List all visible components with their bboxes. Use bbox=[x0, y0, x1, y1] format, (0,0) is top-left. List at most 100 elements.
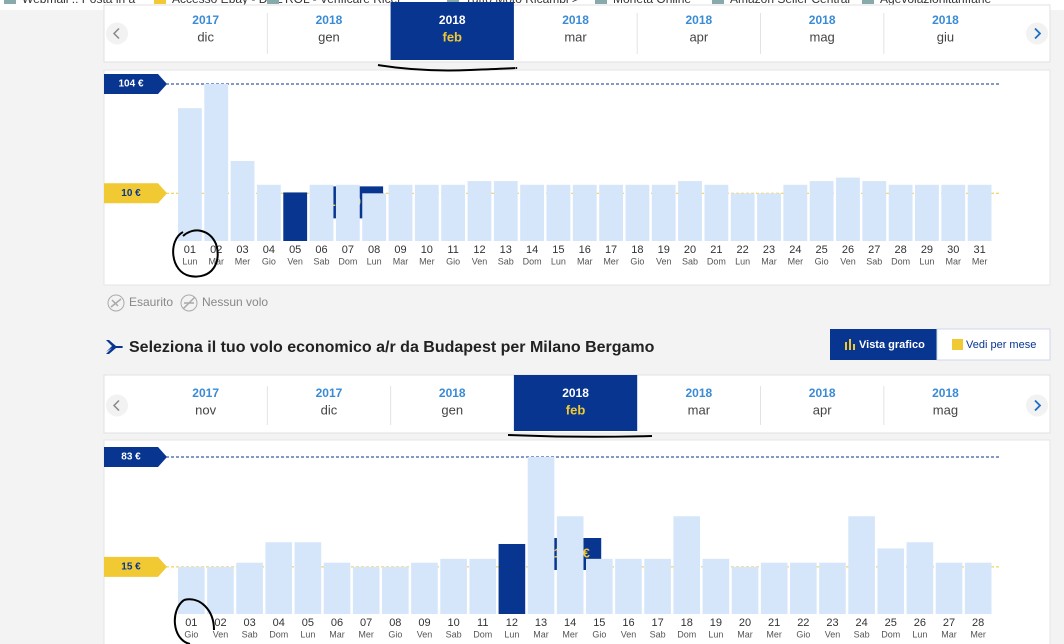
bar[interactable] bbox=[915, 184, 939, 241]
month-year[interactable]: 2017 bbox=[192, 13, 219, 27]
bar[interactable] bbox=[967, 184, 992, 241]
bar[interactable] bbox=[469, 558, 497, 614]
bar[interactable] bbox=[546, 184, 571, 241]
bar[interactable] bbox=[783, 184, 808, 241]
month-year[interactable]: 2018 bbox=[809, 13, 836, 27]
bar[interactable] bbox=[862, 181, 887, 241]
month-selected[interactable] bbox=[390, 2, 514, 60]
bookmark[interactable]: Webmail :: Posta in a bbox=[22, 0, 135, 6]
month-name[interactable]: dic bbox=[197, 29, 214, 44]
month-name[interactable]: apr bbox=[813, 402, 832, 417]
month-year[interactable]: 2017 bbox=[316, 386, 343, 400]
next-arrow[interactable] bbox=[1026, 22, 1048, 45]
bar[interactable] bbox=[731, 566, 759, 614]
bar[interactable] bbox=[941, 184, 966, 241]
month-year[interactable]: 2018 bbox=[562, 13, 589, 27]
bar[interactable] bbox=[388, 184, 413, 241]
bar[interactable] bbox=[498, 543, 526, 614]
bookmark[interactable]: Agevolazionitariffarie bbox=[880, 0, 992, 6]
bar[interactable] bbox=[382, 566, 409, 614]
bar[interactable] bbox=[651, 184, 676, 241]
month-name[interactable]: gen bbox=[318, 29, 340, 44]
bar[interactable] bbox=[256, 184, 281, 241]
bar[interactable] bbox=[323, 562, 351, 614]
month-name[interactable]: feb bbox=[566, 402, 586, 417]
bar[interactable] bbox=[414, 184, 439, 241]
bar[interactable] bbox=[335, 184, 360, 241]
bar[interactable] bbox=[625, 184, 650, 241]
button-label[interactable]: Vista grafico bbox=[859, 339, 925, 351]
bar[interactable] bbox=[178, 566, 205, 614]
bar[interactable] bbox=[230, 160, 255, 241]
month-name[interactable]: mag bbox=[810, 29, 835, 44]
bar[interactable] bbox=[178, 108, 202, 241]
bar[interactable] bbox=[730, 193, 755, 241]
bar[interactable] bbox=[362, 193, 387, 241]
bar[interactable] bbox=[520, 184, 545, 241]
bar[interactable] bbox=[440, 558, 467, 614]
bar[interactable] bbox=[673, 516, 701, 614]
month-name[interactable]: nov bbox=[195, 402, 216, 417]
bar[interactable] bbox=[836, 177, 860, 241]
chart-view-button[interactable] bbox=[830, 329, 937, 360]
bar[interactable] bbox=[352, 566, 380, 614]
month-year[interactable]: 2018 bbox=[932, 13, 959, 27]
bar[interactable] bbox=[527, 457, 555, 614]
bar[interactable] bbox=[265, 542, 293, 614]
bar[interactable] bbox=[819, 562, 846, 614]
month-year[interactable]: 2018 bbox=[316, 13, 343, 27]
bar[interactable] bbox=[204, 84, 229, 241]
bar[interactable] bbox=[493, 181, 518, 241]
prev-arrow[interactable] bbox=[106, 22, 128, 45]
bar[interactable] bbox=[207, 566, 234, 614]
bookmark[interactable]: ROL - Verificare Ricer bbox=[285, 0, 401, 6]
next-arrow[interactable] bbox=[1026, 394, 1048, 417]
bar[interactable] bbox=[702, 558, 730, 614]
bar[interactable] bbox=[678, 181, 702, 241]
bookmark[interactable]: Tutto Moto Ricambi > bbox=[465, 0, 579, 6]
month-selected[interactable] bbox=[513, 375, 638, 431]
month-name[interactable]: giu bbox=[937, 29, 954, 44]
month-year[interactable]: 2018 bbox=[562, 386, 589, 400]
bar[interactable] bbox=[309, 184, 334, 241]
bar[interactable] bbox=[441, 184, 466, 241]
bar[interactable] bbox=[294, 542, 322, 614]
bar[interactable] bbox=[935, 562, 963, 614]
bar[interactable] bbox=[556, 516, 584, 614]
bookmark[interactable]: Accesso Ebay - DHL bbox=[172, 0, 283, 6]
month-year[interactable]: 2018 bbox=[932, 386, 959, 400]
bar[interactable] bbox=[888, 184, 913, 241]
bar[interactable] bbox=[411, 562, 438, 614]
month-year[interactable]: 2018 bbox=[685, 13, 712, 27]
bar[interactable] bbox=[467, 181, 492, 241]
month-name[interactable]: dic bbox=[321, 402, 338, 417]
bar[interactable] bbox=[644, 558, 671, 614]
month-year[interactable]: 2018 bbox=[809, 386, 836, 400]
bar[interactable] bbox=[236, 562, 263, 614]
bar[interactable] bbox=[877, 548, 905, 614]
month-name[interactable]: feb bbox=[443, 29, 463, 44]
month-year[interactable]: 2018 bbox=[439, 386, 466, 400]
bar[interactable] bbox=[599, 184, 623, 241]
bar[interactable] bbox=[848, 516, 875, 614]
button-label[interactable]: Vedi per mese bbox=[966, 339, 1036, 351]
bookmark[interactable]: Moneta Online bbox=[613, 0, 691, 6]
bar[interactable] bbox=[757, 193, 781, 241]
bar[interactable] bbox=[906, 542, 934, 614]
bar[interactable] bbox=[964, 562, 992, 614]
month-year[interactable]: 2018 bbox=[439, 13, 466, 27]
bar[interactable] bbox=[760, 562, 788, 614]
prev-arrow[interactable] bbox=[106, 394, 128, 417]
bar[interactable] bbox=[572, 184, 597, 241]
bar[interactable] bbox=[283, 192, 308, 241]
bar[interactable] bbox=[615, 558, 642, 614]
bar[interactable] bbox=[790, 562, 817, 614]
bar[interactable] bbox=[809, 181, 834, 241]
month-year[interactable]: 2017 bbox=[192, 386, 219, 400]
bar[interactable] bbox=[704, 184, 729, 241]
month-name[interactable]: mar bbox=[688, 402, 711, 417]
bar[interactable] bbox=[586, 558, 613, 614]
month-name[interactable]: mag bbox=[933, 402, 958, 417]
month-name[interactable]: mar bbox=[564, 29, 587, 44]
month-name[interactable]: apr bbox=[689, 29, 708, 44]
